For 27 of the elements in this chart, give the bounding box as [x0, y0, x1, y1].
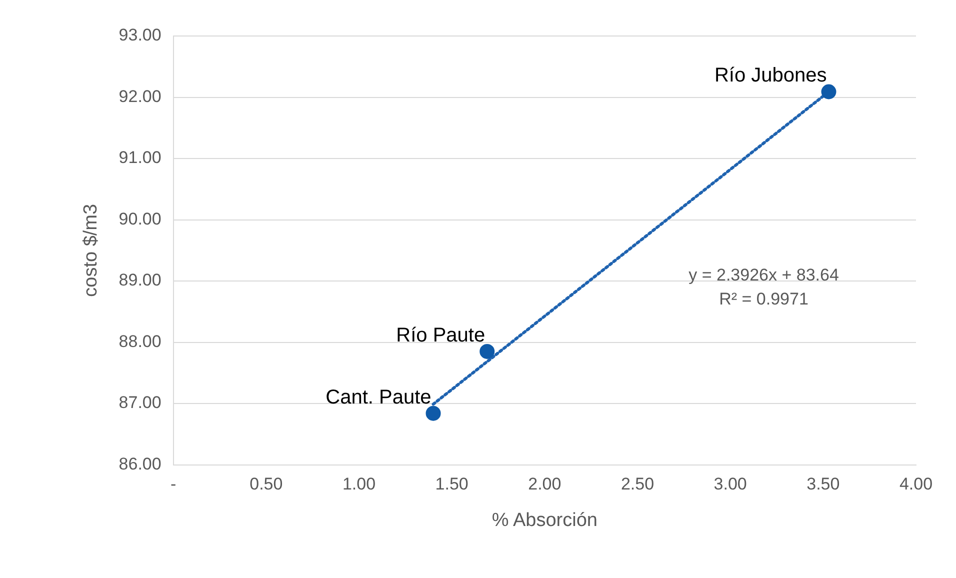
x-tick-label: 0.50 [250, 474, 283, 494]
x-tick-label: 1.00 [342, 474, 376, 494]
y-tick-label: 89.00 [118, 270, 162, 290]
annotation: y = 2.3926x + 83.64 [688, 265, 839, 284]
x-tick-label: - [170, 474, 176, 494]
y-tick-label: 93.00 [118, 26, 162, 45]
point [480, 344, 495, 359]
point [821, 84, 836, 100]
x-tick-label: 2.00 [528, 474, 562, 494]
y-tick-label: 90.00 [118, 209, 162, 228]
annotation: Río Jubones [714, 64, 827, 87]
y-tick-label: 88.00 [118, 332, 162, 351]
point [426, 406, 441, 421]
y-tick-label: 91.00 [118, 148, 162, 168]
annotation: Río Paute [396, 324, 486, 346]
y-tick-label: 92.00 [118, 86, 162, 106]
y-tick-label: 86.00 [118, 454, 162, 474]
annotation: Cant. Paute [326, 386, 432, 408]
x-tick-label: 3.00 [714, 474, 747, 494]
x-tick-label: 3.50 [806, 474, 840, 494]
y-axis-title: costo $/m3 [80, 204, 102, 297]
x-tick-label: 1.50 [435, 474, 468, 494]
x-tick-label: 2.50 [620, 474, 654, 494]
x-axis-title: % Absorción [492, 510, 598, 531]
annotation: R² = 0.9971 [719, 289, 808, 308]
y-tick-label: 87.00 [118, 393, 162, 412]
x-tick-label: 4.00 [899, 474, 933, 494]
